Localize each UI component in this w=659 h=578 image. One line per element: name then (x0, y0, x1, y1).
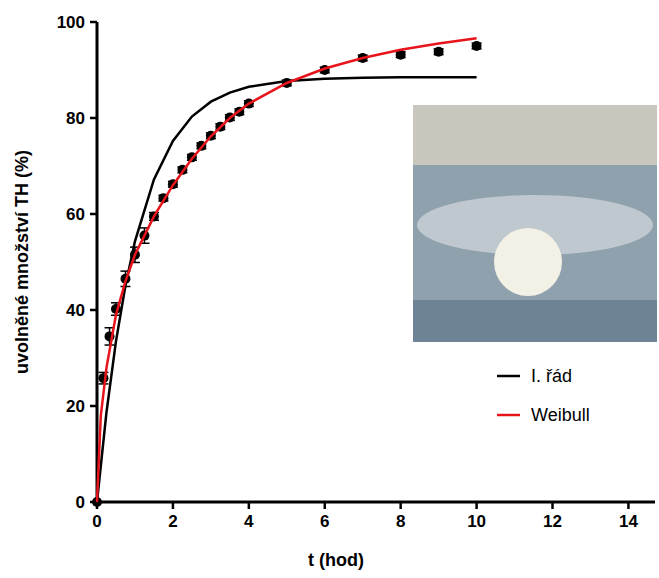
x-tick (475, 502, 478, 509)
data-point (98, 373, 108, 383)
x-tick-label: 2 (168, 512, 177, 531)
x-tick-label: 4 (244, 512, 254, 531)
y-tick-label: 0 (76, 493, 85, 512)
x-tick (399, 502, 402, 509)
y-tick (90, 309, 97, 312)
x-tick-label: 0 (92, 512, 101, 531)
inset-photo (413, 105, 657, 342)
x-tick-label: 12 (543, 512, 562, 531)
x-tick-label: 8 (396, 512, 405, 531)
y-tick (90, 117, 97, 120)
x-tick (248, 502, 251, 509)
x-tick-label: 10 (467, 512, 486, 531)
axes: 0 2 4 6 8 10 12 14 0 20 40 60 80 100 (57, 13, 655, 531)
y-tick (90, 405, 97, 408)
y-tick-label: 40 (66, 301, 85, 320)
legend-label: Weibull (531, 405, 590, 425)
y-axis-title: uvolněné množství TH (%) (12, 150, 32, 374)
x-axis-line (97, 501, 655, 504)
photo-bg (413, 105, 657, 342)
photo-top (413, 105, 657, 165)
data-point (434, 47, 444, 57)
x-tick-label: 6 (320, 512, 329, 531)
y-axis-line (96, 22, 99, 502)
legend-swatch (497, 414, 520, 417)
photo-bottom (413, 300, 657, 342)
fit-line (97, 38, 477, 502)
y-tick-label: 80 (66, 109, 85, 128)
chart: 0 2 4 6 8 10 12 14 0 20 40 60 80 100 t (hod) uvolněné m… (0, 0, 659, 578)
x-tick-label: 14 (619, 512, 638, 531)
marks (92, 38, 482, 507)
x-tick (627, 502, 630, 509)
y-tick (90, 213, 97, 216)
y-tick (90, 21, 97, 24)
x-tick (324, 502, 327, 509)
legend-label: I. řád (531, 366, 572, 386)
y-tick-label: 20 (66, 397, 85, 416)
legend-swatch (497, 375, 520, 378)
photo-tablet (494, 228, 562, 296)
legend: I. řád Weibull (497, 366, 590, 425)
x-tick (551, 502, 554, 509)
data-point (472, 41, 482, 51)
x-axis-title: t (hod) (308, 550, 364, 570)
y-tick-label: 100 (57, 13, 85, 32)
y-tick-label: 60 (66, 205, 85, 224)
x-tick (172, 502, 175, 509)
fit-line (97, 77, 477, 502)
